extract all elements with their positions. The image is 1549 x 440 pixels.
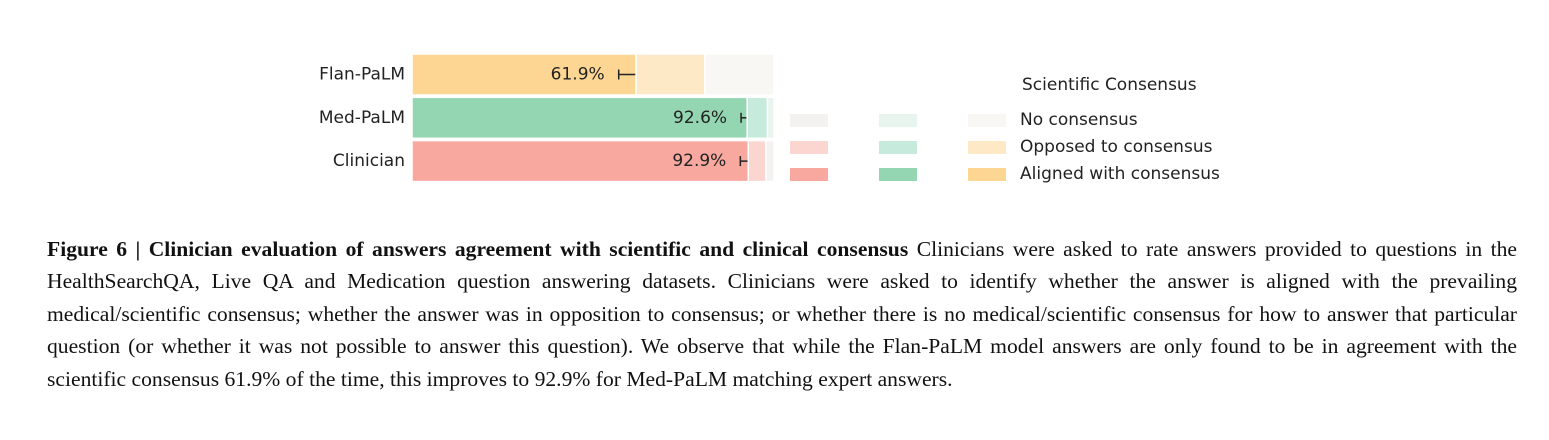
legend-swatch <box>879 141 917 154</box>
legend-label: Opposed to consensus <box>1020 137 1213 157</box>
y-tick-label: Clinician <box>333 151 405 171</box>
bar-segment <box>411 53 637 96</box>
legend-swatch <box>879 168 917 181</box>
bar-segment <box>766 96 775 140</box>
bar-segment <box>411 96 748 140</box>
legend-swatch <box>790 141 828 154</box>
caption: Figure 6 | Clinician evaluation of answe… <box>47 233 1517 395</box>
caption-text: Clinicians were asked to rate answers pr… <box>47 237 1517 391</box>
value-label: 61.9% <box>551 65 605 85</box>
y-tick-label: Flan-PaLM <box>319 65 405 85</box>
legend-swatch <box>790 168 828 181</box>
legend-swatch <box>879 114 917 127</box>
legend-label: No consensus <box>1020 110 1138 130</box>
bar-segment <box>746 96 769 140</box>
chart: Scientific Consensus Flan-PaLM 61.9% Med-P… <box>319 53 1220 184</box>
value-label: 92.9% <box>672 151 726 171</box>
legend-label: Aligned with consensus <box>1020 164 1220 184</box>
y-tick-label: Med-PaLM <box>319 108 405 128</box>
bar-segment <box>747 139 767 183</box>
bar-segment <box>765 139 775 183</box>
legend-swatch <box>968 141 1006 154</box>
legend-swatch <box>968 114 1006 127</box>
bar-segment <box>635 53 706 96</box>
bar-segment <box>704 53 775 96</box>
legend-title: Scientific Consensus <box>1022 75 1197 95</box>
legend-swatch <box>790 114 828 127</box>
legend-swatch <box>968 168 1006 181</box>
caption-label: Figure 6 | Clinician evaluation of answe… <box>47 237 909 261</box>
value-label: 92.6% <box>673 108 727 128</box>
